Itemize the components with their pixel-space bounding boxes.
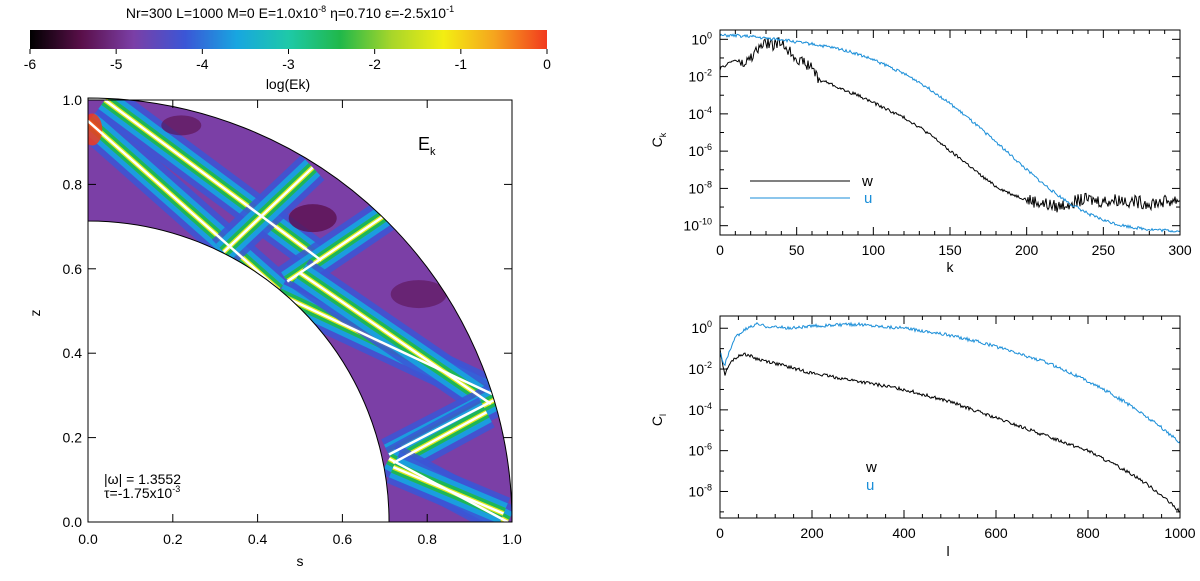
heatmap-xtick-label: 0.6 <box>333 531 353 547</box>
heatmap-ridge <box>388 398 496 456</box>
annotation-omega: |ω| = 1.3552 <box>104 471 181 487</box>
ck-xlabel: k <box>947 259 955 275</box>
ck-series <box>720 33 1180 233</box>
ck-xtick-label: 250 <box>1092 242 1116 258</box>
heatmap-core <box>288 204 337 233</box>
heatmap-ridge <box>87 120 280 291</box>
ck-ytick-label: 10-8 <box>688 179 712 196</box>
colorbar-tick-label: -3 <box>282 56 295 72</box>
heatmap-core <box>161 115 202 136</box>
colorbar-tick-label: 0 <box>543 56 551 72</box>
heatmap-ytick-label: 0.0 <box>63 514 83 530</box>
heatmap-ytick-label: 0.6 <box>63 261 83 277</box>
ck-xtick-label: 200 <box>1015 242 1039 258</box>
heatmap-xlabel: s <box>297 553 304 569</box>
cl-xtick-label: 200 <box>800 525 824 541</box>
heatmap-ytick-label: 1.0 <box>63 92 83 108</box>
cl-axes: 0 200 400 600 800 1000 100 10-2 10-4 10-6 10-8 <box>688 316 1196 541</box>
colorbar-ticks: -6 -5 -4 -3 -2 -1 0 <box>24 49 551 72</box>
heatmap-frame <box>87 99 513 523</box>
heatmap-ytick-label: 0.8 <box>63 176 83 192</box>
ck-xtick-label: 100 <box>862 242 886 258</box>
heatmap-ridges <box>87 98 509 524</box>
ck-xtick-label: 0 <box>716 242 724 258</box>
ck-xtick-label: 300 <box>1168 242 1192 258</box>
heatmap-xtick-label: 0.4 <box>248 531 268 547</box>
cl-ytick-label: 10-2 <box>688 360 712 377</box>
colorbar-tick-label: -2 <box>368 56 381 72</box>
cl-series-w <box>720 348 1180 513</box>
ck-legend-u: u <box>864 190 872 207</box>
ck-series-u <box>720 33 1180 233</box>
colorbar <box>30 30 547 49</box>
ck-legend: w u <box>750 173 873 207</box>
ck-axes: 0 50 100 150 200 250 300 100 10-2 10-4 10-6 10-8 10-… <box>683 30 1192 258</box>
colorbar-tick-label: -4 <box>196 56 209 72</box>
ck-legend-w: w <box>861 173 873 190</box>
heatmap-xtick-label: 0.2 <box>163 531 183 547</box>
heatmap-core <box>390 280 447 309</box>
heatmap-ytick-label: 0.2 <box>63 430 83 446</box>
cl-legend-u: u <box>866 477 874 494</box>
colorbar-tick-label: -1 <box>455 56 468 72</box>
heatmap-ridge <box>104 98 322 262</box>
cl-legend-w: w <box>865 459 877 476</box>
cl-xtick-label: 800 <box>1076 525 1100 541</box>
heatmap-ridge <box>222 166 314 253</box>
ck-ytick-label: 10-2 <box>688 68 712 85</box>
heatmap-axes: 0.0 0.2 0.4 0.6 0.8 1.0 0.0 0.2 0.4 0.6 0.8 1.0 <box>63 92 522 547</box>
cl-ytick-label: 10-8 <box>688 482 712 499</box>
panel-label: Ek <box>418 134 436 158</box>
ck-xtick-label: 50 <box>789 242 805 258</box>
ck-series-w <box>720 37 1180 213</box>
ck-ylabel: Ck <box>649 132 668 147</box>
heatmap-ridge <box>392 411 488 465</box>
heatmap-ytick-label: 0.4 <box>63 345 83 361</box>
cl-ytick-label: 100 <box>691 319 712 336</box>
colorbar-tick-label: -5 <box>110 56 123 72</box>
cl-frame <box>719 315 1181 519</box>
ck-xtick-label: 150 <box>938 242 962 258</box>
ck-ytick-label: 10-10 <box>683 217 712 234</box>
cl-xtick-label: 1000 <box>1164 525 1195 541</box>
cl-xtick-label: 0 <box>716 525 724 541</box>
cl-ylabel: Cl <box>649 414 668 426</box>
cl-series <box>720 321 1180 513</box>
heatmap-xtick-label: 0.8 <box>417 531 437 547</box>
heatmap-ylabel: z <box>27 310 43 317</box>
heatmap-ridge <box>299 271 492 405</box>
cl-ytick-label: 10-4 <box>688 401 712 418</box>
cl-xtick-label: 400 <box>892 525 916 541</box>
cl-series-u <box>720 321 1180 444</box>
cl-ytick-label: 10-6 <box>688 442 712 459</box>
heatmap-ridge <box>392 465 505 515</box>
ck-ytick-label: 10-4 <box>688 105 712 122</box>
heatmap-ridge <box>278 292 496 397</box>
heatmap-xtick-label: 0.0 <box>78 531 98 547</box>
cl-xtick-label: 600 <box>984 525 1008 541</box>
heatmap-title: Nr=300 L=1000 M=0 E=1.0x10-8 η=0.710 ε=-… <box>126 4 454 21</box>
ck-ytick-label: 100 <box>691 30 712 47</box>
annotation-tau: τ=-1.75x10-3 <box>104 484 180 501</box>
heatmap-field <box>88 98 512 522</box>
heatmap-xtick-label: 1.0 <box>502 531 522 547</box>
shell-outline <box>87 97 513 523</box>
heatmap-ridge <box>286 208 394 283</box>
cl-xlabel: l <box>946 543 949 559</box>
colorbar-label: log(Ek) <box>266 76 310 92</box>
ck-frame <box>719 29 1181 236</box>
heatmap-hotspot <box>88 113 103 146</box>
cl-legend: w u <box>865 459 877 494</box>
ck-ytick-label: 10-6 <box>688 142 712 159</box>
colorbar-tick-label: -6 <box>24 56 37 72</box>
